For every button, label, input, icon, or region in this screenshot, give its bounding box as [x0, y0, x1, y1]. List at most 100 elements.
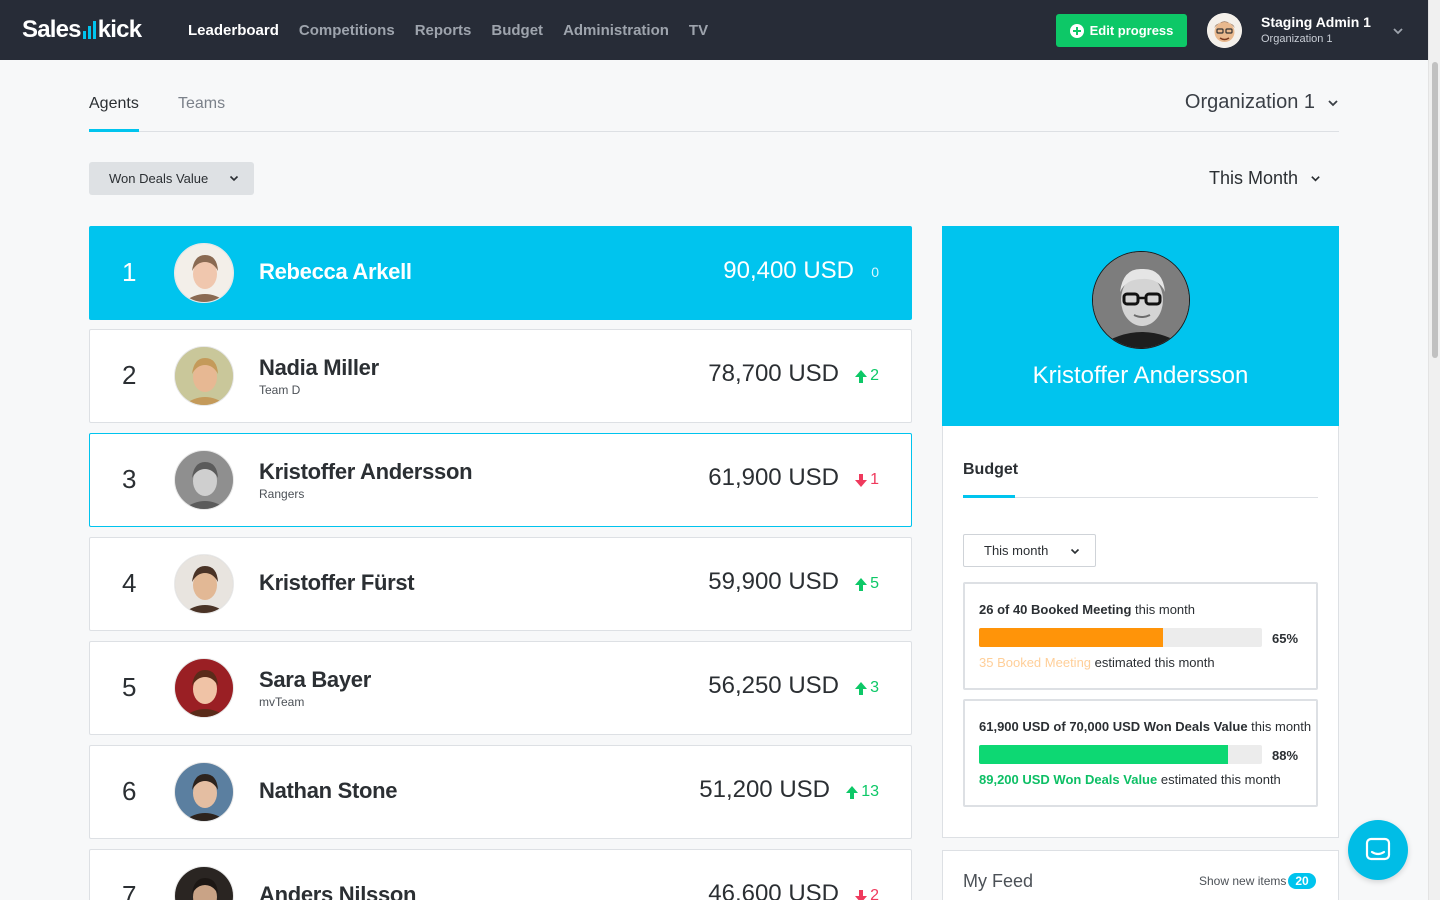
user-name[interactable]: Staging Admin 1: [1261, 14, 1371, 30]
nav-administration[interactable]: Administration: [563, 21, 669, 39]
agent-avatar: [174, 658, 234, 718]
scrollbar-thumb[interactable]: [1432, 62, 1438, 358]
rank-change-value: 0: [871, 264, 879, 280]
budget-item-booked-meeting: 26 of 40 Booked Meeting this month 65% 3…: [963, 582, 1318, 690]
metric-select[interactable]: Won Deals Value: [89, 162, 254, 195]
leaderboard-tabs: Agents Teams Organization 1: [89, 91, 1339, 132]
agent-value: 51,200 USD: [699, 776, 830, 803]
budget-tab-indicator: [963, 495, 1015, 498]
nav-budget[interactable]: Budget: [491, 21, 544, 39]
edit-progress-label: Edit progress: [1089, 23, 1174, 38]
chat-launcher-button[interactable]: [1348, 820, 1408, 880]
plus-circle-icon: [1069, 23, 1084, 38]
user-menu-chevron-down-icon[interactable]: [1392, 24, 1404, 36]
nav-tv[interactable]: TV: [688, 21, 709, 39]
agent-avatar: [174, 346, 234, 406]
agent-value: 46,600 USD: [708, 880, 839, 900]
organization-select[interactable]: Organization 1: [1185, 91, 1339, 114]
nav-competitions[interactable]: Competitions: [298, 21, 395, 39]
arrow-up-icon: [855, 577, 868, 591]
budget-tab[interactable]: Budget: [963, 461, 1019, 478]
rank-change: 1: [854, 471, 879, 489]
budget-item-won-deals-value: 61,900 USD of 70,000 USD Won Deals Value…: [963, 699, 1318, 807]
arrow-up-icon: [846, 785, 859, 799]
budget-estimate-value: 35 Booked Meeting: [979, 655, 1092, 670]
agent-avatar: [174, 762, 234, 822]
arrow-up-icon: [855, 369, 868, 383]
budget-period-select[interactable]: This month: [963, 534, 1096, 567]
budget-progress-fill: [979, 745, 1229, 764]
budget-progress-bar: [979, 745, 1262, 764]
nav-leaderboard[interactable]: Leaderboard: [188, 21, 279, 39]
edit-progress-button[interactable]: Edit progress: [1056, 14, 1187, 47]
organization-select-label: Organization 1: [1184, 91, 1315, 113]
profile-avatar: [1092, 251, 1190, 349]
period-select-label: This Month: [1209, 168, 1299, 188]
leaderboard-row[interactable]: 6 Nathan Stone 51,200 USD 13: [89, 745, 912, 839]
user-organization: Organization 1: [1261, 33, 1333, 45]
rank-change-value: 1: [870, 471, 879, 488]
tab-teams[interactable]: Teams: [178, 95, 226, 112]
period-select[interactable]: This Month: [1209, 168, 1321, 189]
agent-name: Nadia Miller: [259, 355, 379, 380]
chevron-down-icon: [229, 175, 239, 182]
logo-text-left: Sales: [22, 16, 82, 43]
my-feed-card: My Feed Show new items 20: [942, 850, 1339, 900]
agent-name: Kristoffer Fürst: [259, 570, 415, 595]
rank-change: 3: [854, 679, 879, 697]
agent-name: Rebecca Arkell: [259, 259, 412, 284]
user-avatar[interactable]: [1207, 13, 1242, 48]
leaderboard-row[interactable]: 3 Kristoffer Andersson Rangers 61,900 US…: [89, 433, 912, 527]
budget-period-text: this month: [1131, 602, 1196, 617]
agent-value: 78,700 USD: [708, 360, 839, 387]
leaderboard-row[interactable]: 4 Kristoffer Fürst 59,900 USD 5: [89, 537, 912, 631]
budget-period-label: This month: [984, 543, 1049, 558]
agent-avatar: [174, 450, 234, 510]
rank-change: 13: [845, 783, 879, 801]
arrow-down-icon: [855, 473, 868, 487]
budget-estimate: 89,200 USD Won Deals Value estimated thi…: [979, 772, 1281, 787]
budget-estimate-value: 89,200 USD Won Deals Value: [979, 772, 1158, 787]
budget-summary: 26 of 40 Booked Meeting this month: [979, 602, 1195, 617]
budget-progress-text: 26 of 40 Booked Meeting: [979, 602, 1132, 617]
agent-team: Team D: [259, 383, 301, 397]
arrow-down-icon: [855, 889, 868, 900]
rank-number: 1: [122, 257, 137, 287]
nav-reports[interactable]: Reports: [414, 21, 472, 39]
budget-percent: 65%: [1272, 631, 1299, 646]
agent-profile-card: Kristoffer Andersson Budget This month 2…: [942, 226, 1339, 838]
rank-number: 6: [122, 776, 137, 806]
leaderboard-row[interactable]: 7 Anders Nilsson 46,600 USD 2: [89, 849, 912, 900]
rank-change-value: 5: [870, 575, 879, 592]
chevron-down-icon: [1328, 99, 1338, 106]
rank-number: 4: [122, 568, 137, 598]
show-new-items-button[interactable]: Show new items 20: [1199, 873, 1316, 889]
logo-text-right: kick: [97, 16, 142, 43]
budget-progress-bar: [979, 628, 1262, 647]
chevron-down-icon: [1070, 548, 1080, 555]
rank-number: 3: [122, 464, 137, 494]
profile-name: Kristoffer Andersson: [1032, 362, 1249, 389]
rank-change-value: 2: [870, 367, 879, 384]
budget-estimate-suffix: estimated this month: [1091, 655, 1215, 670]
agent-name: Nathan Stone: [259, 778, 398, 803]
page-scrollbar[interactable]: [1428, 0, 1440, 900]
agent-value: 56,250 USD: [708, 672, 839, 699]
rank-change-value: 3: [870, 679, 879, 696]
agent-avatar: [174, 554, 234, 614]
rank-change-value: 13: [861, 783, 879, 800]
leaderboard-row[interactable]: 5 Sara Bayer mvTeam 56,250 USD 3: [89, 641, 912, 735]
metric-select-label: Won Deals Value: [109, 171, 209, 186]
leaderboard-row[interactable]: 2 Nadia Miller Team D 78,700 USD 2: [89, 329, 912, 423]
rank-change: 2: [854, 887, 879, 900]
budget-divider: [963, 497, 1318, 498]
tab-agents[interactable]: Agents: [89, 95, 139, 112]
rank-change: 0: [871, 264, 879, 280]
leaderboard-row[interactable]: 1 Rebecca Arkell 90,400 USD 0: [89, 226, 912, 320]
rank-number: 2: [122, 360, 137, 390]
main-nav: Leaderboard Competitions Reports Budget …: [188, 0, 728, 60]
budget-progress-text: 61,900 USD of 70,000 USD Won Deals Value: [979, 719, 1248, 734]
show-new-items-label: Show new items: [1199, 874, 1287, 888]
rank-number: 5: [122, 672, 137, 702]
salesforcekick-logo[interactable]: Sales kick: [22, 14, 142, 46]
